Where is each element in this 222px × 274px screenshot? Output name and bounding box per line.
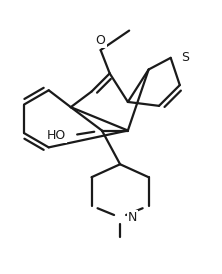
Text: HO: HO bbox=[46, 129, 65, 142]
Text: O: O bbox=[96, 34, 105, 47]
Text: S: S bbox=[182, 51, 190, 64]
Text: N: N bbox=[128, 211, 137, 224]
